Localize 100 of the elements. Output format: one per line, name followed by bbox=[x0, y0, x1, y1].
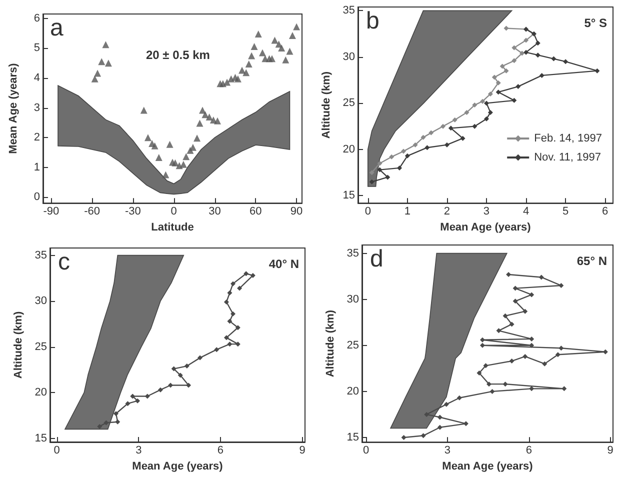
y-axis-title: Altitude (km) bbox=[12, 311, 24, 379]
point bbox=[444, 142, 450, 148]
point bbox=[594, 68, 600, 74]
point bbox=[509, 322, 514, 327]
point bbox=[91, 75, 98, 82]
point bbox=[551, 56, 556, 62]
point bbox=[496, 80, 501, 86]
point bbox=[178, 372, 183, 378]
x-tick-label: 9 bbox=[299, 444, 306, 456]
x-tick-label: 6 bbox=[217, 444, 224, 456]
point bbox=[130, 394, 136, 399]
point bbox=[412, 142, 418, 148]
x-tick-label: -90 bbox=[43, 206, 60, 218]
point bbox=[428, 130, 434, 136]
point bbox=[484, 116, 489, 122]
point bbox=[155, 154, 162, 162]
point bbox=[228, 75, 235, 82]
point bbox=[509, 358, 514, 364]
x-axis-title: Mean Age (years) bbox=[440, 222, 532, 234]
point bbox=[496, 90, 501, 95]
point bbox=[437, 414, 442, 420]
y-axis-title: Altitude (km) bbox=[320, 71, 332, 139]
point bbox=[460, 136, 466, 141]
point bbox=[420, 433, 426, 438]
point bbox=[135, 398, 140, 404]
point bbox=[539, 72, 544, 78]
point bbox=[237, 286, 242, 291]
x-tick-label: 0 bbox=[54, 444, 60, 456]
point bbox=[97, 424, 102, 429]
point bbox=[104, 420, 109, 426]
point bbox=[377, 160, 382, 166]
point bbox=[522, 354, 528, 359]
point bbox=[235, 325, 240, 330]
point bbox=[250, 272, 256, 278]
y-tick-label: 35 bbox=[346, 247, 359, 260]
point bbox=[437, 424, 442, 430]
point bbox=[244, 271, 249, 276]
point bbox=[202, 111, 209, 118]
point bbox=[114, 411, 118, 416]
x-tick-label: -60 bbox=[84, 206, 100, 218]
x-tick-label: 3 bbox=[483, 206, 490, 218]
y-tick-label: 2 bbox=[34, 132, 40, 144]
point bbox=[500, 64, 505, 69]
point bbox=[166, 140, 174, 148]
x-tick-label: 60 bbox=[250, 206, 262, 218]
x-tick-label: 90 bbox=[290, 206, 303, 218]
annotation: 65° N bbox=[576, 254, 608, 268]
x-tick-label: 30 bbox=[208, 206, 221, 218]
annotation: 40° N bbox=[268, 257, 300, 271]
point bbox=[452, 117, 458, 122]
point bbox=[102, 41, 110, 48]
point bbox=[227, 318, 232, 324]
point bbox=[456, 395, 462, 400]
x-tick-label: 3 bbox=[136, 444, 142, 456]
point bbox=[369, 179, 374, 184]
y-tick-label: 25 bbox=[34, 340, 47, 353]
y-tick-label: 15 bbox=[346, 431, 359, 444]
point bbox=[196, 120, 204, 127]
point bbox=[271, 36, 278, 44]
point bbox=[483, 363, 488, 368]
legend-label: Feb. 14, 1997 bbox=[534, 132, 602, 144]
point bbox=[480, 98, 486, 104]
point bbox=[444, 402, 449, 407]
point bbox=[440, 124, 446, 129]
point bbox=[480, 342, 485, 348]
annotation: c bbox=[58, 248, 70, 276]
point bbox=[496, 328, 502, 334]
point bbox=[524, 38, 529, 43]
x-tick-label: 1 bbox=[404, 206, 410, 218]
point bbox=[206, 114, 213, 121]
point bbox=[369, 170, 374, 176]
point bbox=[180, 160, 187, 168]
y-tick-label: 20 bbox=[346, 385, 359, 398]
x-axis-title: Mean Age (years) bbox=[442, 460, 534, 472]
y-tick-label: 1 bbox=[34, 161, 40, 174]
point bbox=[214, 117, 221, 124]
x-tick-label: -30 bbox=[125, 206, 141, 218]
point bbox=[558, 283, 564, 288]
point bbox=[480, 337, 485, 342]
point bbox=[288, 32, 296, 39]
y-tick-label: 0 bbox=[34, 191, 40, 204]
point bbox=[502, 313, 508, 318]
y-tick-label: 15 bbox=[34, 432, 47, 444]
point bbox=[248, 52, 256, 60]
x-tick-label: 6 bbox=[602, 206, 608, 218]
point bbox=[529, 336, 534, 342]
point bbox=[230, 311, 236, 316]
point bbox=[189, 144, 196, 151]
point bbox=[144, 394, 150, 399]
point bbox=[98, 58, 106, 66]
point bbox=[162, 171, 170, 178]
point bbox=[512, 98, 517, 103]
y-tick-label: 20 bbox=[342, 143, 355, 156]
point bbox=[529, 342, 534, 348]
point bbox=[389, 154, 394, 160]
y-tick-label: 25 bbox=[342, 97, 355, 110]
point bbox=[94, 70, 102, 77]
point bbox=[504, 68, 509, 74]
point bbox=[424, 145, 430, 150]
point bbox=[227, 290, 232, 296]
